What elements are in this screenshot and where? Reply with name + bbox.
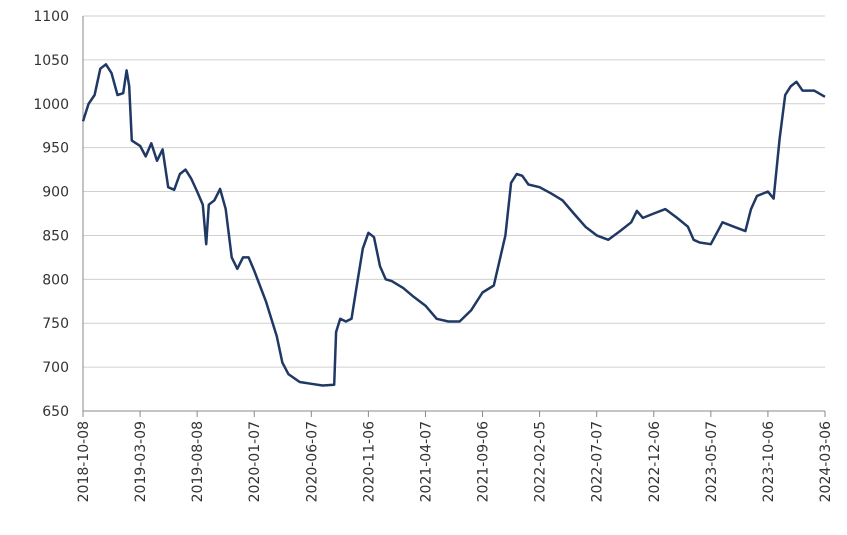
- y-tick-label: 1050: [33, 53, 69, 69]
- x-tick-label: 2023-05-07: [704, 421, 720, 502]
- y-tick-label: 1100: [33, 9, 69, 25]
- x-tick-label: 2021-04-07: [418, 421, 434, 502]
- y-tick-label: 950: [42, 141, 69, 157]
- x-tick-label: 2024-03-06: [818, 421, 834, 502]
- x-tick-label: 2018-10-08: [76, 421, 92, 502]
- x-tick-label: 2020-01-07: [247, 421, 263, 502]
- y-tick-label: 700: [42, 360, 69, 376]
- x-tick-label: 2019-03-09: [133, 421, 149, 502]
- x-tick-label: 2020-11-06: [361, 421, 377, 502]
- y-tick-label: 1000: [33, 97, 69, 113]
- x-tick-label: 2021-09-06: [476, 421, 492, 502]
- x-tick-label: 2022-07-07: [590, 421, 606, 502]
- x-tick-label: 2023-10-06: [761, 421, 777, 502]
- y-tick-label: 750: [42, 316, 69, 332]
- y-tick-label: 650: [42, 404, 69, 420]
- x-tick-label: 2020-06-07: [304, 421, 320, 502]
- line: [81, 63, 826, 387]
- y-tick-label: 900: [42, 185, 69, 201]
- y-tick-label: 850: [42, 228, 69, 244]
- y-tick-label: 800: [42, 272, 69, 288]
- x-tick-label: 2019-08-08: [190, 421, 206, 502]
- x-tick-label: 2022-12-06: [647, 421, 663, 502]
- x-tick-label: 2022-02-05: [533, 421, 549, 502]
